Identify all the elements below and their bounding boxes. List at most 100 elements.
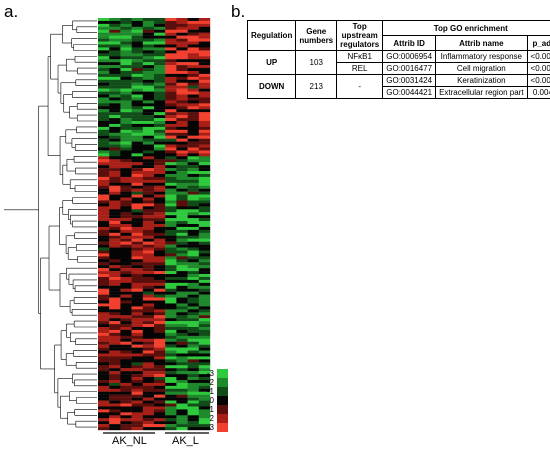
heatmap-cell (109, 321, 121, 325)
heatmap-cell (165, 26, 177, 30)
heatmap-cell (98, 265, 110, 269)
heatmap-cell (165, 285, 177, 289)
heatmap-cell (165, 232, 177, 236)
heatmap-cell (198, 285, 211, 289)
heatmap-cell (98, 156, 110, 160)
heatmap-cell (142, 212, 155, 216)
heatmap-cell (165, 412, 177, 416)
heatmap-cell (131, 32, 143, 36)
heatmap-cell (187, 138, 199, 142)
heatmap-cell (187, 103, 199, 107)
heatmap-cell (142, 374, 155, 378)
heatmap-cell (98, 332, 110, 337)
heatmap-cell (109, 41, 121, 45)
heatmap-cell (131, 400, 143, 404)
heatmap-cell (187, 259, 199, 263)
heatmap-cell (142, 50, 155, 54)
heatmap-cell (154, 179, 166, 183)
heatmap-cell (198, 129, 211, 133)
heatmap-cell (165, 294, 177, 298)
heatmap-cell (98, 179, 110, 183)
heatmap-cell (176, 362, 188, 366)
heatmap-cell (98, 26, 110, 30)
heatmap-cell (142, 244, 155, 248)
heatmap-cell (165, 23, 177, 28)
heatmap-cell (165, 344, 177, 348)
heatmap-cell (109, 303, 121, 307)
heatmap-cell (120, 221, 132, 225)
heatmap-cell (187, 224, 199, 228)
heatmap-cell (154, 150, 166, 154)
heatmap-cell (142, 394, 155, 398)
heatmap-cell (109, 300, 121, 304)
heatmap-cell (187, 153, 199, 157)
heatmap-cell (176, 18, 188, 22)
heatmap-cell (187, 253, 199, 257)
heatmap-cell (176, 256, 188, 260)
header-p-adj: p_adj (526, 35, 550, 51)
heatmap-cell (165, 271, 177, 275)
heatmap-cell (198, 168, 211, 172)
heatmap-cell (109, 173, 121, 178)
heatmap-cell (154, 18, 166, 22)
heatmap-cell (109, 191, 121, 195)
heatmap-cell (154, 256, 166, 260)
heatmap-cell (120, 238, 132, 242)
heatmap-cell (120, 312, 132, 316)
heatmap-cell (120, 253, 132, 257)
heatmap-cell (176, 153, 188, 157)
heatmap-cell (142, 38, 155, 42)
heatmap-cell (142, 194, 155, 198)
heatmap-cell (98, 129, 110, 133)
heatmap-cell (198, 259, 211, 263)
heatmap-cell (142, 23, 155, 28)
heatmap-cell (154, 197, 166, 201)
heatmap-cell (98, 188, 110, 192)
heatmap-cell (109, 44, 121, 48)
heatmap-cell (131, 118, 143, 122)
heatmap-cell (142, 294, 155, 298)
heatmap-cell (131, 424, 143, 428)
heatmap-cell (176, 315, 188, 319)
heatmap-cell (187, 303, 199, 307)
heatmap-cell (98, 171, 110, 175)
heatmap-cell (187, 44, 199, 48)
heatmap-cell (154, 97, 166, 101)
heatmap-cell (131, 256, 143, 260)
heatmap-cell (98, 253, 110, 257)
heatmap-cell (198, 356, 211, 360)
heatmap-cell (198, 235, 211, 239)
heatmap-cell (176, 171, 188, 175)
heatmap-cell (109, 297, 121, 301)
heatmap-cell (120, 126, 132, 131)
heatmap-cell (165, 229, 177, 234)
heatmap-cell (176, 144, 188, 148)
heatmap-cell (120, 41, 132, 45)
heatmap-cell (187, 179, 199, 183)
heatmap-cell (131, 282, 143, 286)
heatmap-cell (142, 218, 155, 222)
heatmap-cell (187, 285, 199, 289)
heatmap-cell (98, 300, 110, 304)
heatmap-cell (165, 418, 177, 422)
heatmap-cell (142, 397, 155, 401)
gene-dendrogram (4, 20, 97, 428)
row-up-go-p: <0.001 (526, 50, 550, 63)
heatmap-cell (120, 115, 132, 119)
heatmap-cell (142, 391, 155, 395)
heatmap-cell (109, 23, 121, 28)
heatmap-cell (165, 62, 177, 66)
heatmap-cell (131, 218, 143, 222)
row-up-regulator: NFκB1 (336, 50, 384, 63)
heatmap-cell (165, 226, 177, 231)
heatmap-cell (165, 191, 177, 195)
heatmap-cell (120, 147, 132, 151)
heatmap-cell (120, 427, 132, 431)
heatmap-cell (176, 150, 188, 154)
heatmap-cell (187, 235, 199, 239)
heatmap-cell (154, 62, 166, 66)
heatmap-cell (154, 176, 166, 181)
heatmap-cell (176, 179, 188, 183)
heatmap-cell (176, 194, 188, 198)
heatmap-cell (165, 406, 177, 410)
